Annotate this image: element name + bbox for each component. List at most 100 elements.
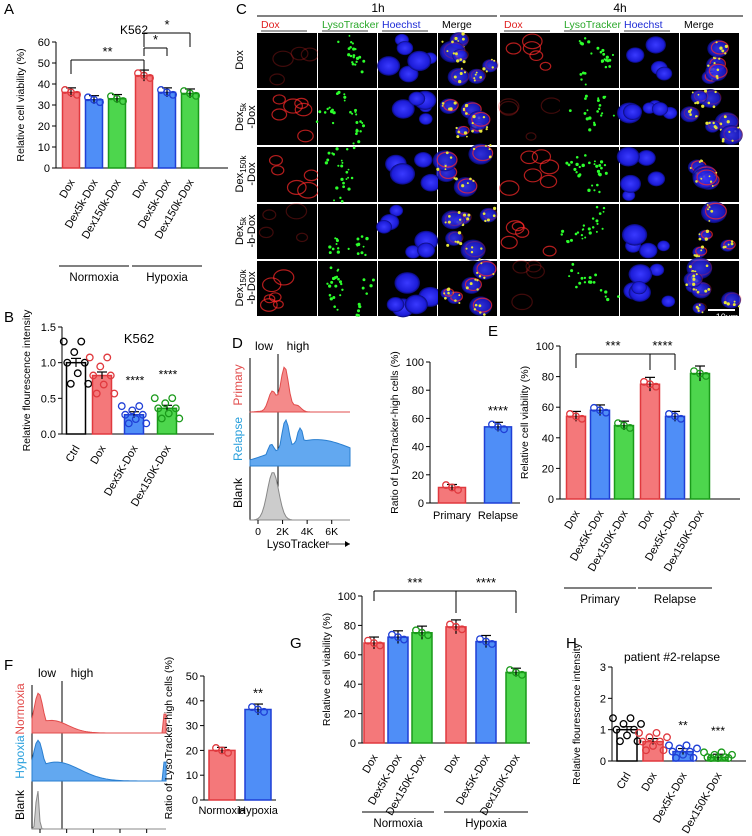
micro-lyso-dot bbox=[587, 280, 592, 284]
micro-lyso-dot bbox=[571, 263, 575, 266]
micro-image-bg bbox=[318, 33, 377, 88]
micro-nucleus bbox=[386, 297, 405, 312]
micro-lyso-dot bbox=[360, 251, 364, 255]
micro-lyso-dot bbox=[343, 95, 347, 99]
micro-lyso-dot bbox=[708, 219, 711, 222]
micro-lyso-dot bbox=[586, 109, 589, 112]
micro-nucleus bbox=[376, 220, 392, 234]
micro-lyso-dot bbox=[456, 59, 460, 63]
B-datapoint bbox=[135, 402, 144, 411]
micro-lyso-dot bbox=[356, 237, 360, 241]
micro-nucleus bbox=[661, 295, 676, 308]
micro-dox-signal bbox=[259, 298, 278, 312]
micro-channel-label: Hoechst bbox=[382, 19, 421, 31]
micro-nucleus bbox=[649, 263, 665, 277]
micro-lyso-dot bbox=[698, 160, 701, 163]
micro-image-bg bbox=[318, 261, 377, 316]
micro-lyso-dot bbox=[724, 52, 727, 55]
Dbar-bar bbox=[483, 426, 513, 504]
micro-time-label: 1h bbox=[371, 1, 384, 15]
micro-lyso-dot bbox=[580, 276, 584, 280]
micro-channel-label: LysoTracker bbox=[564, 19, 621, 31]
D-xtick-label: 4K bbox=[301, 526, 314, 538]
E-ytick-label: 60 bbox=[542, 402, 554, 414]
A-datapoint bbox=[73, 90, 81, 99]
micro-image-tile bbox=[378, 261, 442, 318]
Dbar-datapoint bbox=[500, 425, 508, 434]
micro-nucleus bbox=[389, 204, 404, 217]
B-ytick-label: 1.0 bbox=[41, 358, 56, 370]
micro-lyso-dot bbox=[343, 93, 346, 96]
micro-lyso-dot bbox=[461, 32, 465, 36]
micro-lyso-dot bbox=[315, 120, 319, 123]
micro-lyso-dot bbox=[347, 168, 350, 171]
micro-lyso-dot bbox=[349, 54, 353, 58]
A-ytick-label: 20 bbox=[38, 121, 50, 133]
A-bar bbox=[84, 99, 104, 169]
micro-nucleus bbox=[389, 163, 416, 185]
micro-lyso-dot bbox=[340, 159, 343, 162]
micro-lyso-dot bbox=[737, 305, 740, 308]
micro-lyso-dot bbox=[722, 246, 726, 249]
micro-lyso-dot bbox=[337, 277, 340, 281]
Fbar-bar bbox=[244, 708, 272, 801]
micro-image-tile bbox=[438, 204, 498, 261]
micro-lyso-dot bbox=[602, 95, 606, 99]
micro-lyso-dot bbox=[461, 184, 465, 188]
micro-lyso-dot bbox=[595, 219, 599, 223]
micro-lyso-dot bbox=[465, 135, 468, 138]
micro-lyso-dot bbox=[476, 279, 479, 282]
micro-lyso-dot bbox=[352, 47, 356, 51]
micro-nucleus bbox=[391, 99, 415, 119]
micro-dox-signal bbox=[539, 174, 558, 189]
micro-lyso-dot bbox=[454, 299, 457, 302]
micro-dox-signal bbox=[525, 260, 542, 273]
micro-image-tile bbox=[620, 33, 679, 88]
E-bar bbox=[565, 415, 587, 500]
micro-lyso-dot bbox=[357, 140, 361, 144]
micro-dox-signal bbox=[529, 50, 544, 62]
B-datapoint bbox=[80, 358, 89, 367]
micro-lyso-dot bbox=[356, 252, 360, 256]
micro-dox-signal bbox=[525, 132, 537, 141]
micro-image-bg bbox=[500, 90, 560, 145]
E-group-label: Primary bbox=[580, 594, 620, 606]
Dbar-ytick-label: 80 bbox=[412, 385, 424, 397]
micro-lyso-dot bbox=[478, 275, 482, 278]
micro-lyso-dot bbox=[364, 253, 367, 257]
micro-lyso-dot bbox=[358, 305, 362, 309]
micro-image-tile bbox=[315, 90, 377, 145]
micro-lyso-dot bbox=[355, 56, 360, 61]
H-category-label: Ctrl bbox=[615, 771, 634, 792]
micro-lyso-dot bbox=[700, 159, 703, 162]
micro-nucleus bbox=[628, 264, 653, 285]
micro-lyso-dot bbox=[328, 245, 332, 249]
micro-lyso-dot bbox=[460, 67, 463, 70]
micro-lyso-dot bbox=[337, 164, 340, 167]
micro-lyso-dot bbox=[478, 304, 482, 308]
micro-dox-signal bbox=[295, 232, 309, 243]
D-histogram bbox=[249, 418, 351, 467]
micro-image-tile bbox=[378, 90, 437, 145]
micro-image-tile bbox=[560, 204, 619, 259]
micro-lyso-dot bbox=[737, 126, 740, 129]
micro-row-label-main: Dox bbox=[234, 50, 246, 70]
micro-lyso-dot bbox=[719, 122, 723, 126]
micro-image-tile bbox=[257, 261, 317, 316]
micro-lyso-dot bbox=[441, 102, 445, 105]
micro-lyso-dot bbox=[473, 79, 476, 82]
micro-lyso-dot bbox=[707, 101, 711, 105]
micro-lyso-dot bbox=[453, 101, 457, 105]
B-datapoint bbox=[89, 371, 98, 380]
micro-row-label-main: Dex bbox=[234, 111, 246, 131]
A-bar bbox=[107, 97, 127, 169]
micro-lyso-dot bbox=[340, 164, 344, 168]
micro-row-label-line2: -Dox bbox=[246, 162, 258, 186]
micro-nucleus bbox=[405, 245, 421, 259]
micro-nucleus bbox=[467, 68, 486, 84]
micro-lyso-dot bbox=[584, 97, 587, 100]
micro-lyso-dot bbox=[697, 309, 700, 312]
micro-dox-signal bbox=[704, 202, 727, 220]
micro-nucleus bbox=[479, 207, 497, 223]
micro-lyso-dot bbox=[704, 89, 708, 93]
